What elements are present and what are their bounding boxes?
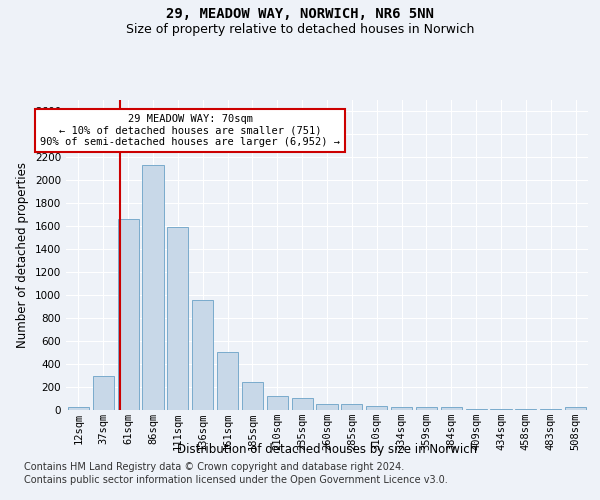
Bar <box>192 300 213 410</box>
Bar <box>366 406 387 410</box>
Bar <box>540 409 561 410</box>
Bar <box>316 404 338 410</box>
Text: Distribution of detached houses by size in Norwich: Distribution of detached houses by size … <box>177 442 477 456</box>
Y-axis label: Number of detached properties: Number of detached properties <box>16 162 29 348</box>
Text: Size of property relative to detached houses in Norwich: Size of property relative to detached ho… <box>126 22 474 36</box>
Bar <box>68 407 89 410</box>
Bar <box>217 352 238 410</box>
Bar <box>341 404 362 410</box>
Bar <box>466 409 487 410</box>
Text: 29, MEADOW WAY, NORWICH, NR6 5NN: 29, MEADOW WAY, NORWICH, NR6 5NN <box>166 8 434 22</box>
Bar <box>93 376 114 410</box>
Bar <box>142 166 164 410</box>
Bar <box>565 407 586 410</box>
Bar <box>242 382 263 410</box>
Bar <box>292 398 313 410</box>
Bar <box>391 407 412 410</box>
Text: Contains HM Land Registry data © Crown copyright and database right 2024.: Contains HM Land Registry data © Crown c… <box>24 462 404 472</box>
Bar <box>416 407 437 410</box>
Bar <box>515 409 536 410</box>
Bar <box>167 228 188 410</box>
Text: Contains public sector information licensed under the Open Government Licence v3: Contains public sector information licen… <box>24 475 448 485</box>
Bar <box>490 409 512 410</box>
Bar <box>441 407 462 410</box>
Bar <box>118 220 139 410</box>
Bar <box>267 396 288 410</box>
Text: 29 MEADOW WAY: 70sqm
← 10% of detached houses are smaller (751)
90% of semi-deta: 29 MEADOW WAY: 70sqm ← 10% of detached h… <box>40 114 340 147</box>
